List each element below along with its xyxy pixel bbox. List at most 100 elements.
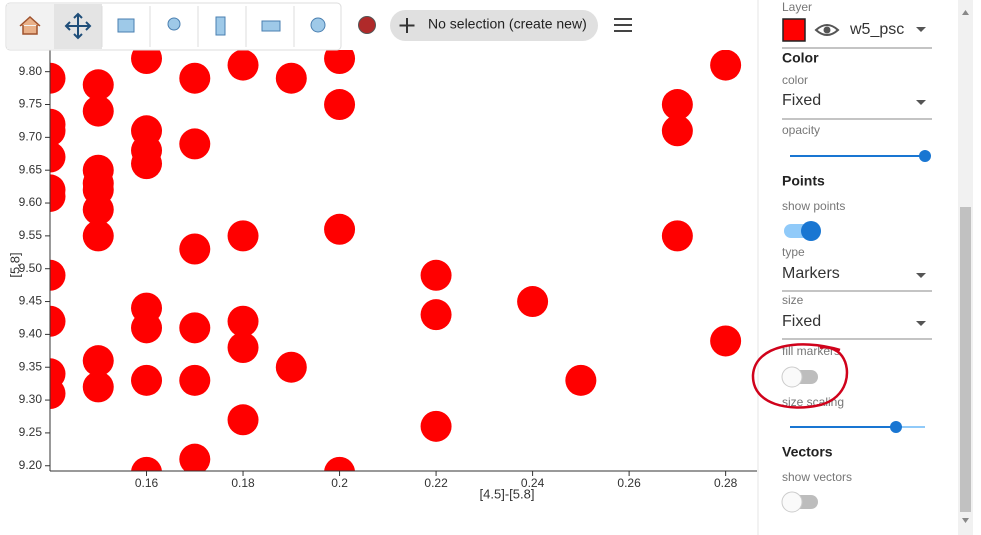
marker — [324, 89, 356, 121]
pan-icon — [64, 12, 92, 40]
marker — [661, 89, 693, 121]
label: show vectors — [782, 470, 852, 484]
eye-pupil — [823, 26, 831, 34]
marker — [131, 364, 163, 396]
marker — [131, 148, 163, 180]
marker — [661, 220, 693, 252]
x-tick-label: 0.26 — [617, 476, 641, 490]
marker — [227, 404, 259, 436]
marker — [179, 312, 211, 344]
marker — [324, 456, 355, 471]
dropdown-arrow[interactable] — [916, 321, 926, 326]
y-tick-label: 9.80 — [19, 64, 43, 78]
marker — [420, 259, 452, 291]
marker — [82, 371, 114, 403]
layer-color[interactable] — [782, 18, 806, 42]
x-tick-label: 0.2 — [331, 476, 348, 490]
marker — [50, 62, 66, 94]
label: size — [782, 293, 804, 307]
x-tick-label: 0.16 — [135, 476, 159, 490]
marker — [82, 69, 114, 101]
y-tick-label: 9.60 — [19, 195, 43, 209]
marker — [131, 50, 163, 75]
marker — [82, 95, 114, 127]
y-tick-label: 9.70 — [19, 130, 43, 144]
slider-thumb[interactable] — [919, 150, 931, 162]
marker — [179, 443, 211, 471]
toggle-thumb[interactable] — [801, 221, 821, 241]
y-tick-label: 9.45 — [19, 294, 43, 308]
dropdown-arrow[interactable] — [916, 27, 926, 32]
y-tick-label: 9.35 — [19, 359, 43, 373]
marker — [82, 194, 114, 226]
marker — [420, 410, 452, 442]
marker — [517, 286, 549, 318]
select-value[interactable]: Fixed — [782, 92, 821, 109]
marker — [227, 220, 259, 252]
marker — [50, 259, 66, 291]
y-tick-label: 9.25 — [19, 425, 43, 439]
marker — [227, 305, 259, 337]
menu-icon[interactable] — [614, 18, 632, 32]
marker — [661, 115, 693, 147]
marker — [179, 128, 211, 160]
tool-icon[interactable] — [117, 18, 135, 33]
marker — [420, 299, 452, 331]
marker — [50, 378, 66, 409]
y-tick-label: 9.65 — [19, 162, 43, 176]
label: opacity — [782, 123, 820, 137]
marker — [179, 233, 211, 265]
marker — [82, 220, 114, 252]
side-panel: Layer w5_psc Color color Fixed opacity P… — [751, 0, 973, 535]
marker — [275, 351, 307, 383]
marker — [50, 305, 66, 337]
dropdown-arrow[interactable] — [916, 100, 926, 105]
marker — [82, 345, 114, 377]
marker — [565, 364, 597, 396]
label: show points — [782, 199, 845, 213]
y-tick-label: 9.20 — [19, 458, 43, 472]
label: Layer — [782, 0, 812, 14]
selection-pill[interactable] — [390, 10, 598, 41]
marker — [324, 213, 356, 245]
y-tick-label: 9.50 — [19, 261, 43, 275]
annotation-circle — [751, 343, 849, 409]
eye-icon[interactable] — [814, 24, 840, 36]
tool-icon[interactable] — [261, 20, 281, 32]
marker — [227, 50, 259, 81]
y-tick-label: 9.55 — [19, 228, 43, 242]
marker — [179, 62, 211, 94]
layer-name[interactable]: w5_psc — [849, 21, 904, 38]
marker — [710, 325, 742, 357]
dropdown-arrow[interactable] — [916, 273, 926, 278]
marker — [179, 364, 211, 396]
tool-icon[interactable] — [215, 16, 226, 36]
tool-icon[interactable] — [167, 17, 181, 31]
color-dot[interactable] — [358, 16, 376, 34]
tool-icon[interactable] — [310, 17, 326, 33]
slider-thumb[interactable] — [890, 421, 902, 433]
x-tick-label: 0.22 — [424, 476, 448, 490]
y-tick-label: 9.40 — [19, 327, 43, 341]
x-tick-label: 0.24 — [521, 476, 545, 490]
select-value[interactable]: Fixed — [782, 313, 821, 330]
marker — [50, 115, 66, 147]
home-icon — [19, 15, 41, 35]
x-axis-label: [4.5]-[5.8] — [480, 486, 535, 501]
select-value[interactable]: Markers — [782, 265, 840, 282]
y-tick-label: 9.30 — [19, 392, 43, 406]
x-tick-label: 0.18 — [231, 476, 255, 490]
toggle-thumb[interactable] — [781, 366, 803, 388]
section-title: Vectors — [782, 444, 833, 460]
x-tick-label: 0.28 — [714, 476, 738, 490]
plot-area — [50, 50, 742, 471]
plus-icon — [399, 18, 415, 33]
marker — [227, 332, 259, 364]
toggle-thumb[interactable] — [781, 491, 803, 513]
section-title: Points — [782, 173, 825, 189]
scrollbar-thumb[interactable] — [960, 207, 971, 512]
y-axis-label: [5.8] — [7, 252, 22, 277]
selection-text: No selection (create new) — [428, 16, 587, 32]
label: color — [782, 73, 808, 87]
